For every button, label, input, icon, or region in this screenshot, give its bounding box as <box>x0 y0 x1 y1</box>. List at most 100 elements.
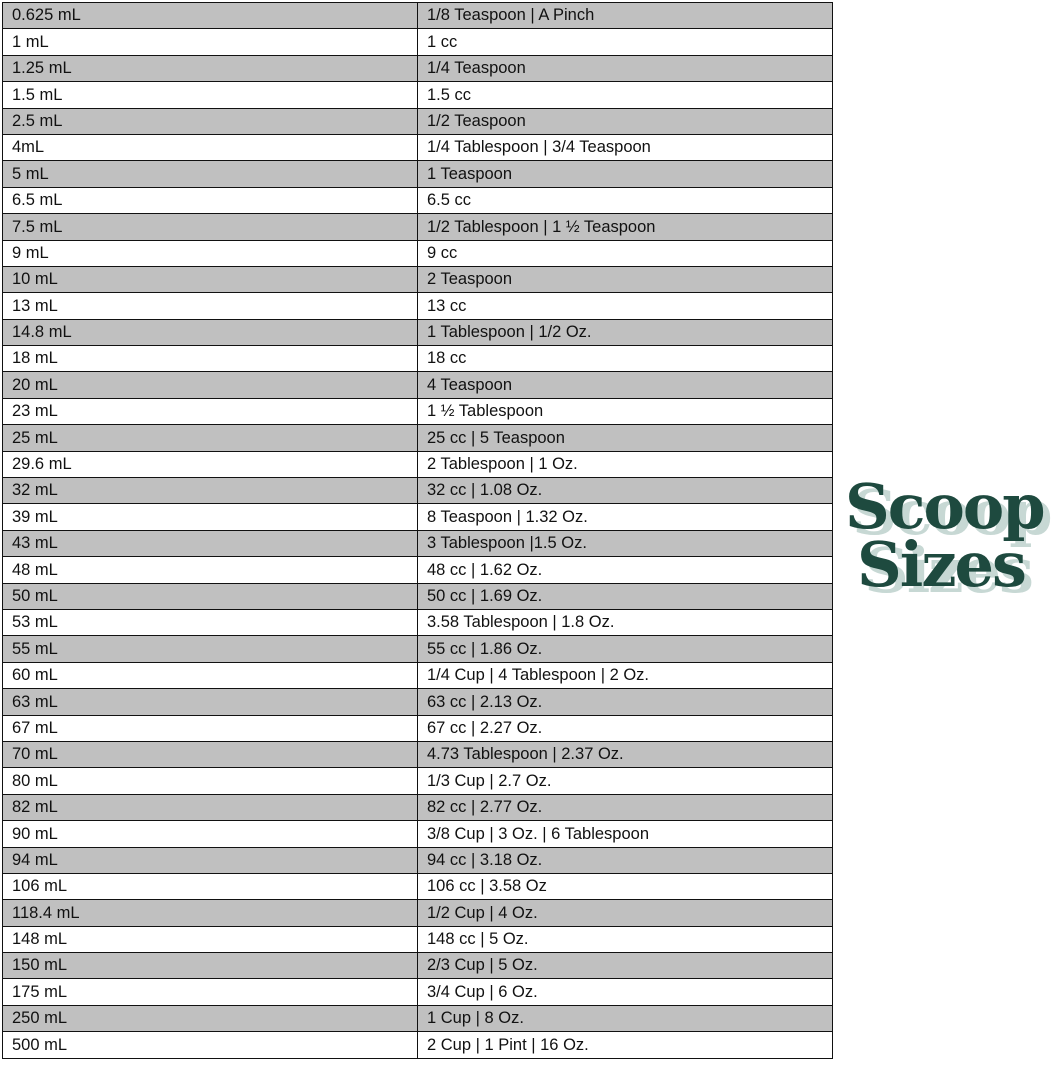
metric-cell: 55 mL <box>2 635 418 663</box>
table-row: 500 mL 2 Cup | 1 Pint | 16 Oz. <box>2 1031 833 1059</box>
metric-cell: 4mL <box>2 133 418 162</box>
table-row: 18 mL 18 cc <box>2 345 833 373</box>
table-row: 29.6 mL 2 Tablespoon | 1 Oz. <box>2 450 833 479</box>
table-row: 55 mL 55 cc | 1.86 Oz. <box>2 635 833 663</box>
metric-cell: 500 mL <box>2 1031 418 1059</box>
equivalent-cell: 6.5 cc <box>417 186 833 215</box>
table-row: 70 mL 4.73 Tablespoon | 2.37 Oz. <box>2 740 833 769</box>
metric-cell: 90 mL <box>2 820 418 848</box>
metric-cell: 106 mL <box>2 872 418 901</box>
table-row: 20 mL 4 Teaspoon <box>2 371 833 399</box>
equivalent-cell: 3.58 Tablespoon | 1.8 Oz. <box>417 608 833 637</box>
metric-cell: 67 mL <box>2 714 418 742</box>
table-row: 48 mL 48 cc | 1.62 Oz. <box>2 556 833 584</box>
equivalent-cell: 1 cc <box>417 28 833 56</box>
equivalent-cell: 148 cc | 5 Oz. <box>417 925 833 954</box>
equivalent-cell: 82 cc | 2.77 Oz. <box>417 793 833 822</box>
metric-cell: 10 mL <box>2 265 418 294</box>
equivalent-cell: 2 Teaspoon <box>417 265 833 294</box>
equivalent-cell: 3/8 Cup | 3 Oz. | 6 Tablespoon <box>417 820 833 848</box>
equivalent-cell: 8 Teaspoon | 1.32 Oz. <box>417 503 833 531</box>
metric-cell: 7.5 mL <box>2 213 418 241</box>
equivalent-cell: 55 cc | 1.86 Oz. <box>417 635 833 663</box>
table-row: 106 mL 106 cc | 3.58 Oz <box>2 872 833 901</box>
equivalent-cell: 25 cc | 5 Teaspoon <box>417 424 833 452</box>
equivalent-cell: 1/4 Teaspoon <box>417 54 833 83</box>
equivalent-cell: 1/3 Cup | 2.7 Oz. <box>417 767 833 795</box>
equivalent-cell: 18 cc <box>417 345 833 373</box>
table-row: 118.4 mL 1/2 Cup | 4 Oz. <box>2 899 833 927</box>
metric-cell: 32 mL <box>2 477 418 505</box>
equivalent-cell: 1/4 Tablespoon | 3/4 Teaspoon <box>417 133 833 162</box>
equivalent-cell: 2 Tablespoon | 1 Oz. <box>417 450 833 479</box>
metric-cell: 50 mL <box>2 582 418 610</box>
metric-cell: 118.4 mL <box>2 899 418 927</box>
table-row: 90 mL 3/8 Cup | 3 Oz. | 6 Tablespoon <box>2 820 833 848</box>
table-row: 25 mL 25 cc | 5 Teaspoon <box>2 424 833 452</box>
metric-cell: 1.5 mL <box>2 81 418 109</box>
table-row: 53 mL 3.58 Tablespoon | 1.8 Oz. <box>2 608 833 637</box>
metric-cell: 175 mL <box>2 978 418 1006</box>
equivalent-cell: 94 cc | 3.18 Oz. <box>417 846 833 874</box>
table-row: 50 mL 50 cc | 1.69 Oz. <box>2 582 833 610</box>
equivalent-cell: 2 Cup | 1 Pint | 16 Oz. <box>417 1031 833 1059</box>
equivalent-cell: 9 cc <box>417 239 833 267</box>
metric-cell: 6.5 mL <box>2 186 418 215</box>
table-row: 0.625 mL 1/8 Teaspoon | A Pinch <box>2 1 833 30</box>
scoop-sizes-logo: Scoop Sizes <box>845 470 1060 596</box>
table-row: 94 mL 94 cc | 3.18 Oz. <box>2 846 833 874</box>
table-row: 82 mL 82 cc | 2.77 Oz. <box>2 793 833 822</box>
metric-cell: 48 mL <box>2 556 418 584</box>
equivalent-cell: 50 cc | 1.69 Oz. <box>417 582 833 610</box>
equivalent-cell: 1.5 cc <box>417 81 833 109</box>
equivalent-cell: 13 cc <box>417 292 833 320</box>
table-row: 4mL 1/4 Tablespoon | 3/4 Teaspoon <box>2 133 833 162</box>
equivalent-cell: 1 Cup | 8 Oz. <box>417 1004 833 1033</box>
scoop-size-table: 0.625 mL 1/8 Teaspoon | A Pinch 1 mL 1 cc 1.… <box>2 1 833 1059</box>
equivalent-cell: 67 cc | 2.27 Oz. <box>417 714 833 742</box>
equivalent-cell: 63 cc | 2.13 Oz. <box>417 688 833 716</box>
equivalent-cell: 2/3 Cup | 5 Oz. <box>417 952 833 980</box>
metric-cell: 29.6 mL <box>2 450 418 479</box>
equivalent-cell: 32 cc | 1.08 Oz. <box>417 477 833 505</box>
table-row: 150 mL 2/3 Cup | 5 Oz. <box>2 952 833 980</box>
metric-cell: 9 mL <box>2 239 418 267</box>
equivalent-cell: 1 ½ Tablespoon <box>417 397 833 426</box>
table-row: 250 mL 1 Cup | 8 Oz. <box>2 1004 833 1033</box>
metric-cell: 150 mL <box>2 952 418 980</box>
metric-cell: 25 mL <box>2 424 418 452</box>
equivalent-cell: 4.73 Tablespoon | 2.37 Oz. <box>417 740 833 769</box>
equivalent-cell: 3/4 Cup | 6 Oz. <box>417 978 833 1006</box>
metric-cell: 20 mL <box>2 371 418 399</box>
table-row: 43 mL 3 Tablespoon |1.5 Oz. <box>2 529 833 558</box>
equivalent-cell: 1/8 Teaspoon | A Pinch <box>417 1 833 30</box>
metric-cell: 39 mL <box>2 503 418 531</box>
metric-cell: 60 mL <box>2 661 418 690</box>
equivalent-cell: 1 Tablespoon | 1/2 Oz. <box>417 318 833 347</box>
table-row: 23 mL 1 ½ Tablespoon <box>2 397 833 426</box>
metric-cell: 1 mL <box>2 28 418 56</box>
equivalent-cell: 1/2 Cup | 4 Oz. <box>417 899 833 927</box>
table-row: 32 mL 32 cc | 1.08 Oz. <box>2 477 833 505</box>
table-row: 2.5 mL 1/2 Teaspoon <box>2 107 833 135</box>
metric-cell: 13 mL <box>2 292 418 320</box>
table-row: 10 mL 2 Teaspoon <box>2 265 833 294</box>
metric-cell: 63 mL <box>2 688 418 716</box>
table-row: 148 mL 148 cc | 5 Oz. <box>2 925 833 954</box>
metric-cell: 5 mL <box>2 160 418 188</box>
logo-line-1: Scoop <box>845 470 1046 543</box>
equivalent-cell: 4 Teaspoon <box>417 371 833 399</box>
metric-cell: 53 mL <box>2 608 418 637</box>
equivalent-cell: 106 cc | 3.58 Oz <box>417 872 833 901</box>
equivalent-cell: 1/2 Tablespoon | 1 ½ Teaspoon <box>417 213 833 241</box>
table-row: 14.8 mL 1 Tablespoon | 1/2 Oz. <box>2 318 833 347</box>
metric-cell: 23 mL <box>2 397 418 426</box>
metric-cell: 2.5 mL <box>2 107 418 135</box>
table-row: 175 mL 3/4 Cup | 6 Oz. <box>2 978 833 1006</box>
equivalent-cell: 3 Tablespoon |1.5 Oz. <box>417 529 833 558</box>
metric-cell: 0.625 mL <box>2 1 418 30</box>
metric-cell: 250 mL <box>2 1004 418 1033</box>
table-row: 1.25 mL 1/4 Teaspoon <box>2 54 833 83</box>
equivalent-cell: 1/4 Cup | 4 Tablespoon | 2 Oz. <box>417 661 833 690</box>
table-row: 9 mL 9 cc <box>2 239 833 267</box>
